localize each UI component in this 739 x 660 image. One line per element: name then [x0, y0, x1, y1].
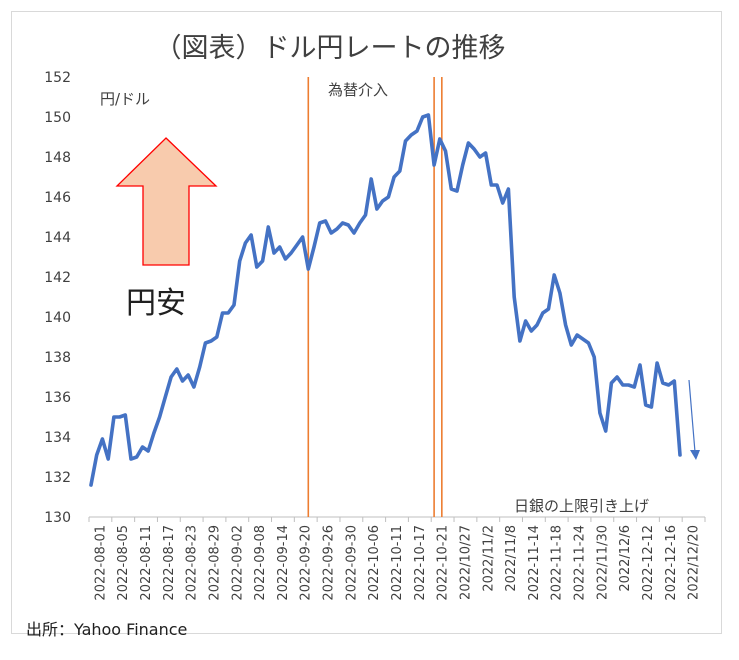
- x-tick-label: 2022-08-29: [207, 525, 222, 601]
- x-tick-label: 2022-10-17: [413, 525, 428, 601]
- x-tick-label: 2022-11-18: [550, 525, 565, 601]
- y-tick-label: 152: [44, 70, 71, 86]
- x-tick-label: 2022/10/27: [458, 525, 473, 600]
- x-tick-label: 2022-08-01: [93, 525, 108, 601]
- series-line-usd-jpy: [89, 113, 682, 487]
- x-tick-label: 2022-11-14: [527, 525, 542, 601]
- x-tick-label: 2022-09-20: [299, 525, 314, 601]
- x-tick-label: 2022-08-05: [116, 525, 131, 601]
- x-tick-label: 2022/11/2: [481, 525, 496, 592]
- chart-title: （図表）ドル円レートの推移: [155, 33, 506, 64]
- y-tick-label: 134: [44, 430, 71, 446]
- y-tick-label: 138: [44, 350, 71, 366]
- x-tick-label: 2022-09-02: [230, 525, 245, 601]
- y-tick-label: 132: [44, 470, 71, 486]
- x-tick-label: 2022-09-30: [344, 525, 359, 601]
- x-tick-label: 2022/12/6: [618, 525, 633, 592]
- x-tick-label: 2022-08-11: [139, 525, 154, 601]
- intervention-label: 為替介入: [328, 81, 388, 99]
- x-tick-label: 2022-10-06: [367, 525, 382, 601]
- down-arrowhead-icon: [690, 450, 700, 460]
- y-tick-label: 150: [44, 110, 71, 126]
- y-tick-label: 136: [44, 390, 71, 406]
- y-tick-label: 130: [44, 510, 71, 526]
- down-trend-arrow-icon: [688, 379, 696, 453]
- x-tick-label: 2022-08-17: [162, 525, 177, 601]
- intervention-lines: [307, 77, 443, 517]
- x-tick-label: 2022-10-21: [436, 525, 451, 601]
- x-tick-label: 2022-11-24: [573, 525, 588, 601]
- chart-frame: [11, 11, 722, 634]
- x-tick-label: 2022-10-11: [390, 525, 405, 601]
- x-tick-label: 2022-12-16: [664, 525, 679, 601]
- y-axis: 130 132 134 136 138 140 142 144 146 148 150 152: [44, 70, 71, 526]
- y-tick-label: 144: [44, 230, 71, 246]
- weak-yen-label: 円安: [126, 286, 186, 321]
- y-tick-label: 148: [44, 150, 71, 166]
- y-tick-label: 140: [44, 310, 71, 326]
- x-tick-label: 2022-09-26: [322, 525, 337, 601]
- unit-label: 円/ドル: [100, 90, 150, 108]
- y-tick-label: 142: [44, 270, 71, 286]
- series-layer: [89, 113, 682, 487]
- x-tick-label: 2022-09-14: [276, 525, 291, 601]
- x-tick-label: 2022-08-23: [185, 525, 200, 601]
- up-arrow-icon: [115, 137, 218, 266]
- x-axis: 2022-08-01 2022-08-05 2022-08-11 2022-08-17…: [88, 516, 706, 601]
- boj-limit-label: 日銀の上限引き上げ: [514, 497, 649, 515]
- y-tick-label: 146: [44, 190, 71, 206]
- x-tick-label: 2022-12-12: [641, 525, 656, 601]
- x-tick-label: 2022-09-08: [253, 525, 268, 601]
- x-tick-label: 2022/12/20: [687, 525, 702, 600]
- x-tick-label: 2022/11/30: [595, 525, 610, 600]
- source-note: 出所：Yahoo Finance: [26, 620, 188, 639]
- x-tick-label: 2022/11/8: [504, 525, 519, 592]
